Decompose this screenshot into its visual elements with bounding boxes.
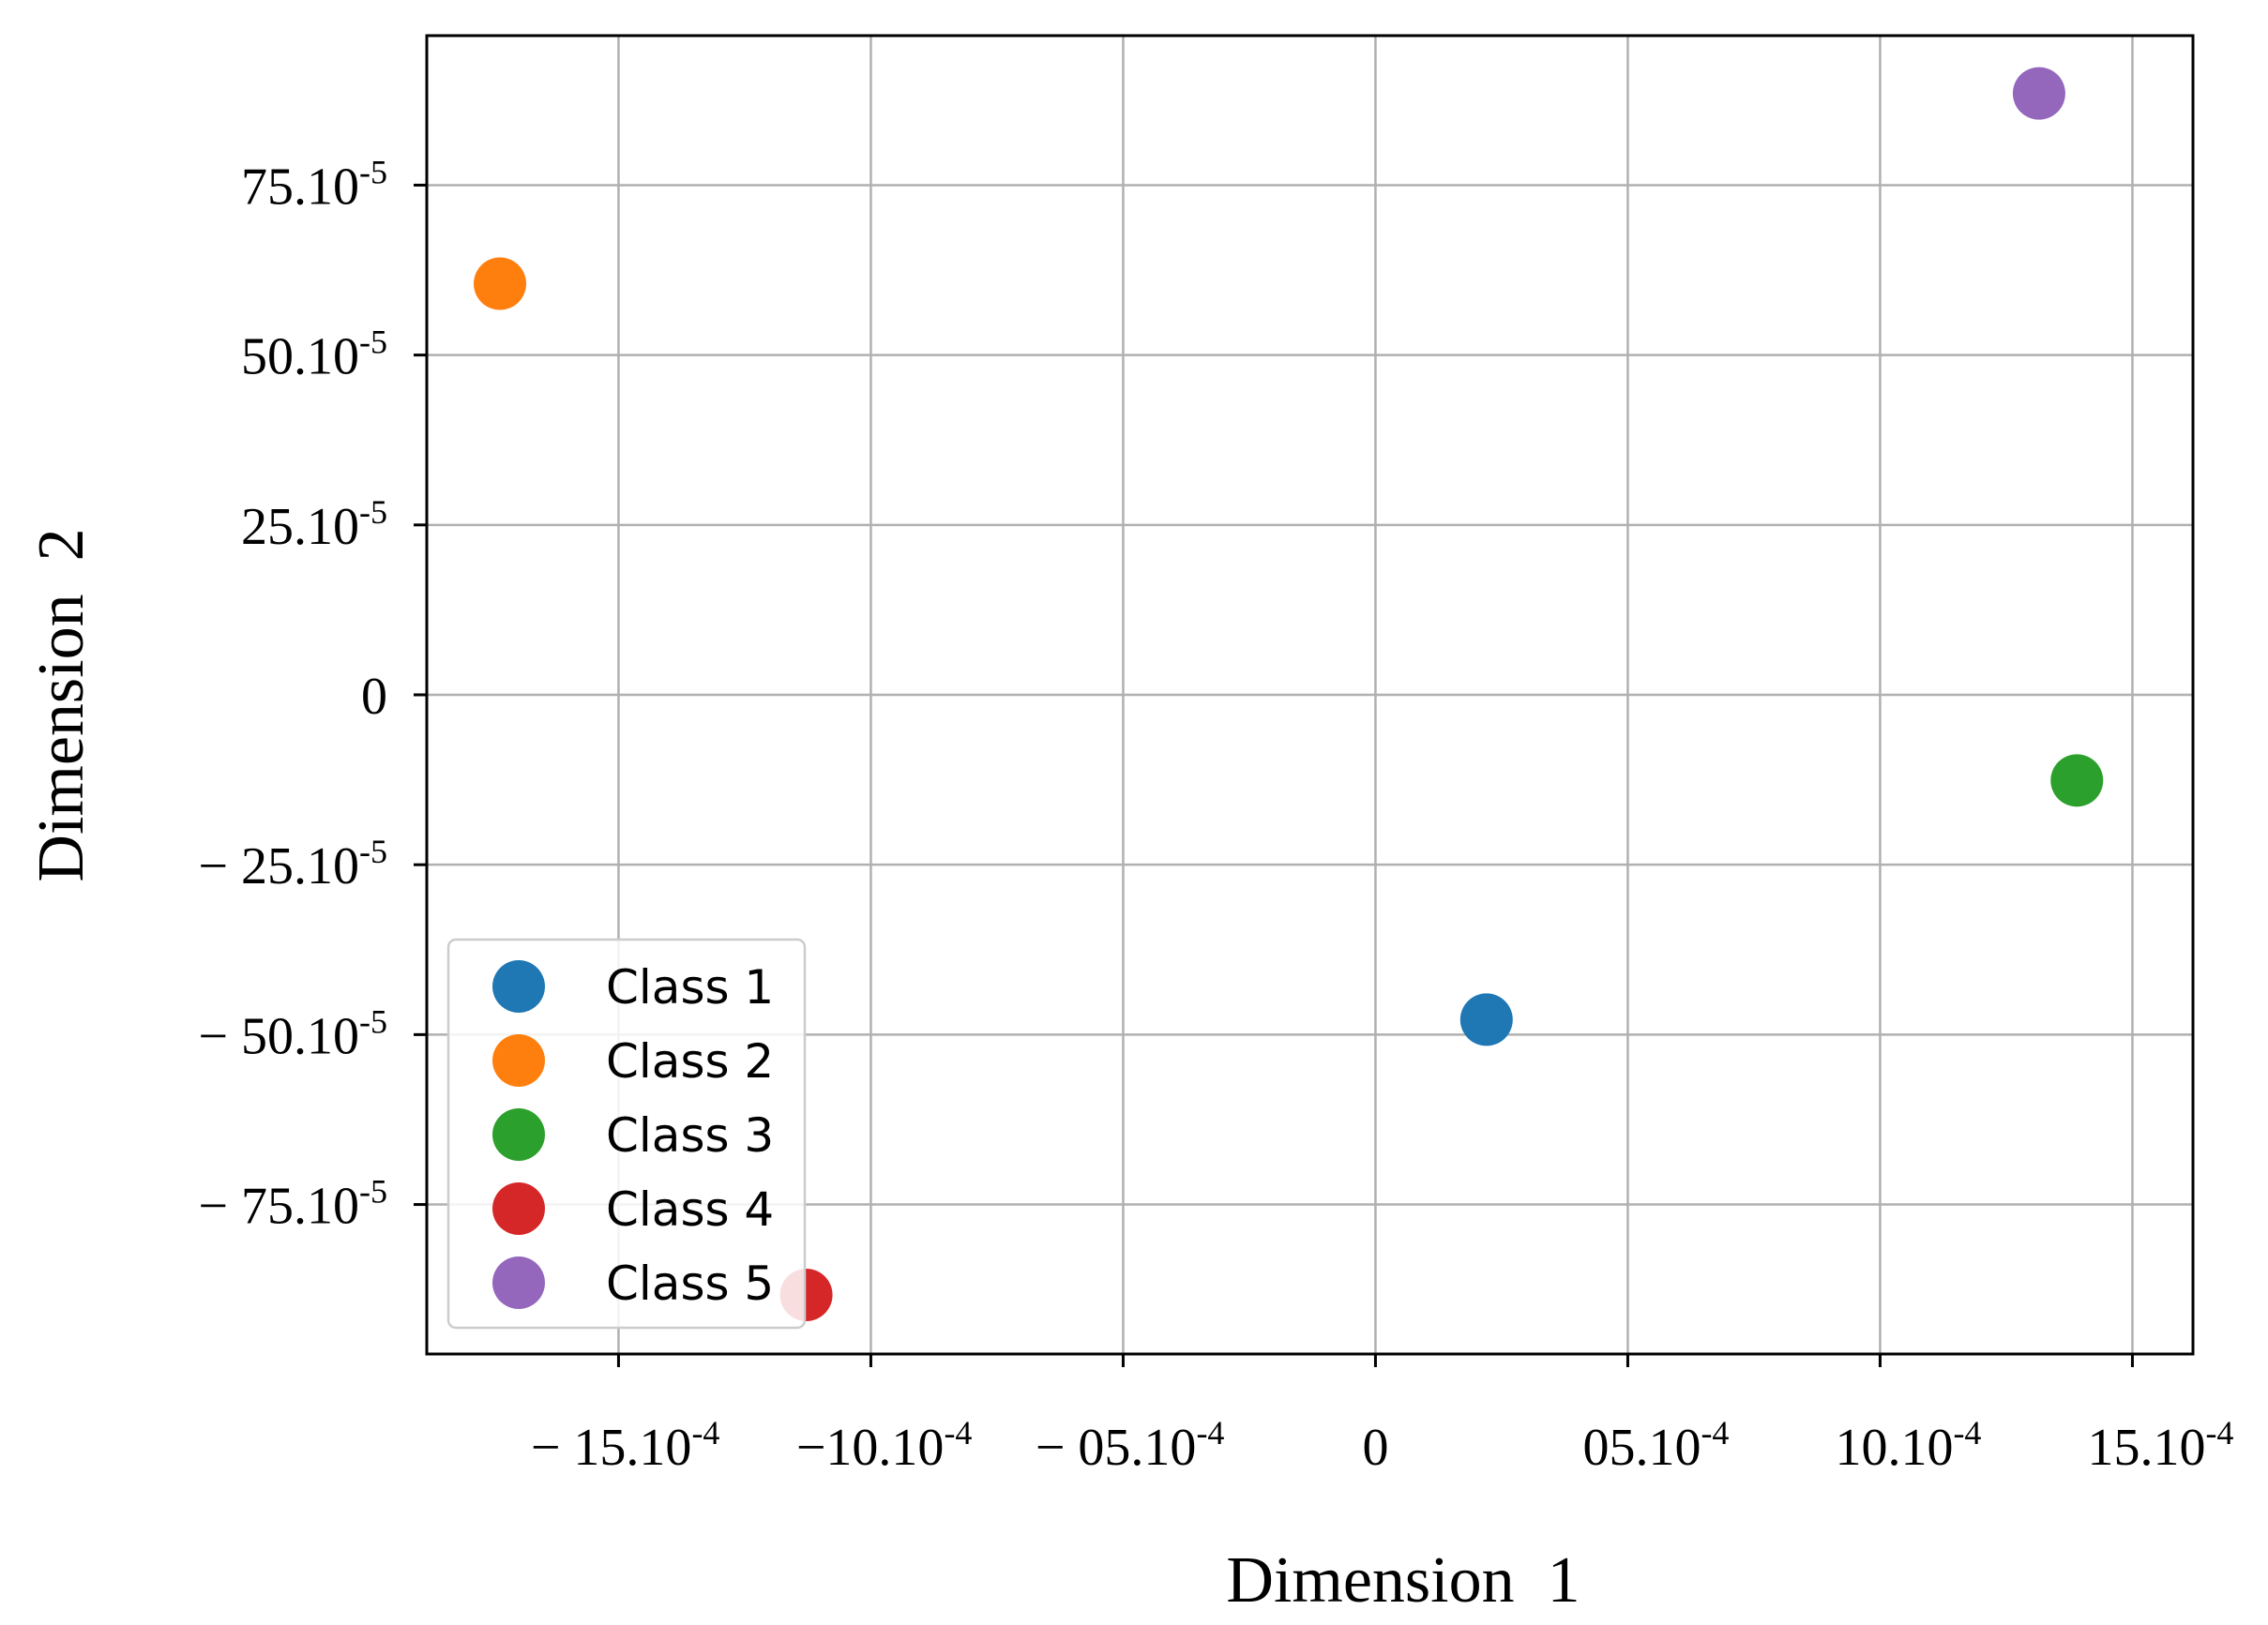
scatter-point — [2012, 67, 2065, 120]
plot-frame — [425, 34, 2195, 1356]
legend-label: Class 5 — [606, 1256, 774, 1311]
y-tick-label: − 75.10-5 — [198, 1173, 387, 1236]
x-tick-label: − 05.10-4 — [1036, 1414, 1225, 1477]
x-tick-label: 0 — [1362, 1419, 1388, 1477]
legend-marker — [492, 1108, 545, 1161]
x-tick-label: 05.10-4 — [1582, 1414, 1729, 1477]
x-tick-label: 15.10-4 — [2087, 1414, 2233, 1477]
y-tick-label: 75.10-5 — [241, 153, 387, 216]
legend-box — [446, 938, 807, 1330]
legend-marker — [492, 1256, 545, 1309]
y-tick-label: 25.10-5 — [241, 493, 387, 556]
legend-label: Class 3 — [606, 1108, 774, 1163]
y-tick-label: 50.10-5 — [241, 323, 387, 386]
x-tick-label: −10.10-4 — [796, 1414, 973, 1477]
legend-label: Class 1 — [606, 960, 774, 1015]
legend: Class 1 Class 2 Class 3 Class 4 Class 5 — [446, 938, 807, 1330]
x-axis-label: Dimension 1 — [1226, 1544, 1580, 1617]
x-tick-label: − 15.10-4 — [531, 1414, 720, 1477]
scatter-point — [474, 257, 527, 310]
y-tick-label: − 25.10-5 — [198, 833, 387, 895]
legend-label: Class 2 — [606, 1034, 774, 1089]
legend-marker — [492, 960, 545, 1013]
y-tick-label: − 50.10-5 — [198, 1002, 387, 1065]
y-tick-label: 0 — [361, 668, 387, 726]
tick-layer: − 15.10-4 −10.10-4 − 05.10-4 0 05.10-4 10.10-… — [198, 153, 2233, 1477]
grid-layer — [427, 36, 2193, 1354]
y-axis-label: Dimension 2 — [25, 528, 98, 881]
scatter-point — [1459, 993, 1513, 1046]
legend-marker — [492, 1182, 545, 1235]
legend-label: Class 4 — [606, 1182, 774, 1237]
scatter-point — [2050, 754, 2104, 807]
x-tick-label: 10.10-4 — [1835, 1414, 1981, 1477]
legend-marker — [492, 1034, 545, 1087]
